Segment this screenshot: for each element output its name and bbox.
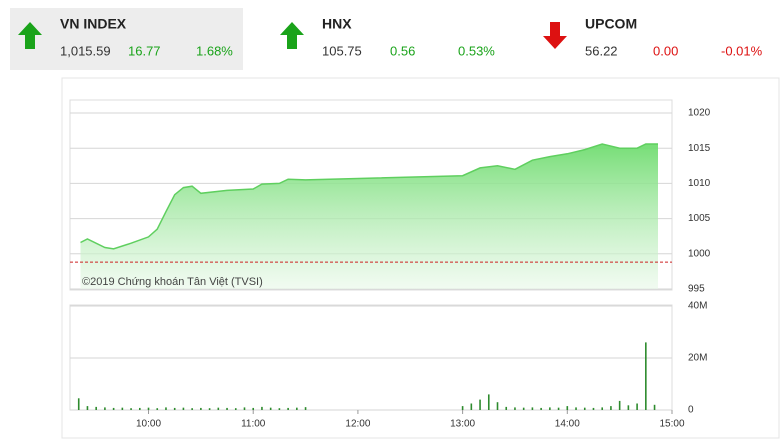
- price-line: [80, 143, 658, 250]
- y-tick-label: 20M: [688, 353, 707, 364]
- ticker-change: 0.00: [653, 43, 678, 58]
- ticker-name: UPCOM: [585, 16, 637, 32]
- volume-bar: [121, 407, 124, 410]
- volume-bar: [217, 407, 220, 410]
- direction-arrow: [280, 22, 304, 49]
- volume-bar: [461, 406, 464, 410]
- ticker-value: 1,015.59: [60, 43, 111, 58]
- volume-bar: [234, 408, 237, 410]
- x-tick-label: 13:00: [450, 419, 475, 430]
- volume-bar: [304, 407, 307, 410]
- volume-bar: [557, 407, 560, 410]
- volume-bar: [165, 407, 167, 410]
- ticker-percent: -0.01%: [721, 43, 763, 58]
- volume-bar: [147, 407, 150, 410]
- volume-bar: [86, 406, 89, 410]
- y-tick-label: 1000: [688, 248, 711, 259]
- volume-bar: [583, 407, 586, 410]
- x-tick-label: 15:00: [659, 419, 684, 430]
- volume-bar: [610, 406, 612, 410]
- y-tick-label: 1020: [688, 108, 711, 119]
- ticker-percent: 0.53%: [458, 43, 495, 58]
- volume-bar: [261, 406, 263, 410]
- volume-bar: [278, 408, 281, 410]
- volume-bar: [531, 407, 534, 410]
- volume-bar: [243, 407, 246, 410]
- volume-bar: [77, 398, 80, 410]
- volume-bar: [653, 404, 656, 410]
- x-tick-label: 11:00: [241, 419, 266, 430]
- volume-bar: [269, 407, 272, 410]
- volume-bar: [130, 408, 132, 410]
- direction-arrow: [18, 22, 42, 49]
- x-tick-label: 10:00: [136, 419, 161, 430]
- volume-bar: [601, 407, 604, 410]
- ticker-change: 16.77: [128, 43, 161, 58]
- y-tick-label: 0: [688, 405, 694, 416]
- volume-bar: [112, 407, 115, 410]
- volume-bar: [95, 406, 97, 410]
- volume-bar: [618, 400, 621, 410]
- volume-bar: [173, 407, 176, 410]
- ticker-name: VN INDEX: [60, 16, 127, 32]
- volume-bar: [287, 407, 289, 410]
- y-tick-label: 40M: [688, 301, 707, 312]
- ticker-change: 0.56: [390, 43, 415, 58]
- volume-bar: [191, 408, 193, 410]
- x-tick-label: 12:00: [345, 419, 370, 430]
- volume-bar: [505, 406, 508, 410]
- ticker-name: HNX: [322, 16, 352, 32]
- volume-bar: [104, 407, 106, 410]
- direction-arrow: [543, 22, 567, 49]
- volume-bar: [156, 408, 159, 410]
- volume-bar: [252, 407, 255, 410]
- volume-bar: [208, 408, 211, 410]
- watermark: ©2019 Chứng khoán Tân Việt (TVSI): [82, 276, 263, 288]
- price-area: [80, 144, 658, 289]
- volume-bar: [592, 407, 595, 410]
- volume-bar: [138, 407, 141, 410]
- volume-bar: [200, 407, 202, 410]
- volume-bar: [296, 407, 298, 410]
- volume-bar: [549, 407, 551, 410]
- volume-bar: [470, 403, 473, 410]
- y-tick-label: 1005: [688, 213, 711, 224]
- volume-bar: [645, 342, 647, 410]
- x-tick-label: 14:00: [555, 419, 580, 430]
- volume-bar: [636, 403, 638, 410]
- volume-bar: [514, 407, 516, 410]
- volume-bar: [487, 394, 490, 410]
- volume-bar: [540, 407, 542, 410]
- ticker-value: 56.22: [585, 43, 618, 58]
- volume-bar: [627, 405, 630, 410]
- chart-card: [61, 77, 780, 439]
- volume-bar: [566, 406, 569, 410]
- volume-bar: [479, 399, 481, 410]
- y-tick-label: 1015: [688, 143, 711, 154]
- volume-bar: [575, 407, 577, 410]
- volume-bar: [182, 407, 185, 410]
- y-tick-label: 995: [688, 284, 705, 295]
- volume-bar: [226, 407, 228, 410]
- ticker-percent: 1.68%: [196, 43, 233, 58]
- ticker-selected-bg: [10, 8, 243, 70]
- y-tick-label: 1010: [688, 178, 711, 189]
- volume-bar: [496, 402, 499, 410]
- ticker-value: 105.75: [322, 43, 362, 58]
- volume-bar: [522, 407, 525, 410]
